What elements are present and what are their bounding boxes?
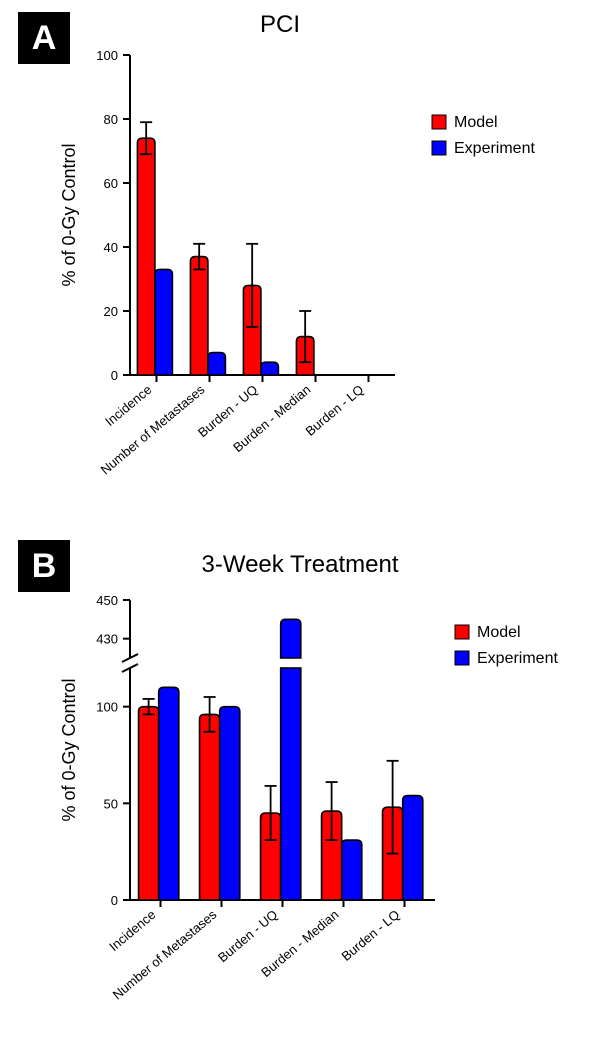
svg-text:Model: Model bbox=[477, 624, 521, 641]
figure-root: PCI 0 20 40 60 80 100 % of 0-Gy Control Incidenc… bbox=[0, 0, 602, 1050]
svg-text:3-Week Treatment: 3-Week Treatment bbox=[202, 551, 399, 578]
svg-text:Number of Metastases: Number of Metastases bbox=[98, 381, 208, 477]
svg-text:Experiment: Experiment bbox=[477, 650, 558, 667]
svg-text:50: 50 bbox=[104, 796, 118, 811]
svg-text:Burden - UQ: Burden - UQ bbox=[215, 907, 281, 965]
svg-text:% of 0-Gy Control: % of 0-Gy Control bbox=[59, 143, 79, 286]
svg-text:0: 0 bbox=[111, 368, 118, 383]
svg-text:Incidence: Incidence bbox=[106, 907, 158, 954]
svg-text:100: 100 bbox=[96, 48, 118, 63]
svg-text:450: 450 bbox=[96, 593, 118, 608]
svg-text:80: 80 bbox=[104, 112, 118, 127]
svg-text:20: 20 bbox=[104, 304, 118, 319]
panel-label-a: A bbox=[18, 12, 70, 64]
svg-text:Number of Metastases: Number of Metastases bbox=[110, 906, 220, 1002]
svg-text:% of 0-Gy Control: % of 0-Gy Control bbox=[59, 678, 79, 821]
svg-text:100: 100 bbox=[96, 700, 118, 715]
figure-svg: PCI 0 20 40 60 80 100 % of 0-Gy Control Incidenc… bbox=[0, 0, 602, 1050]
svg-text:40: 40 bbox=[104, 240, 118, 255]
svg-text:60: 60 bbox=[104, 176, 118, 191]
svg-text:Burden - LQ: Burden - LQ bbox=[339, 907, 403, 964]
svg-text:Experiment: Experiment bbox=[454, 140, 535, 157]
svg-text:PCI: PCI bbox=[260, 11, 300, 38]
panel-label-b: B bbox=[18, 540, 70, 592]
svg-text:Model: Model bbox=[454, 114, 498, 131]
svg-text:0: 0 bbox=[111, 893, 118, 908]
svg-text:430: 430 bbox=[96, 632, 118, 647]
svg-text:Burden - LQ: Burden - LQ bbox=[303, 382, 367, 439]
svg-text:Incidence: Incidence bbox=[102, 382, 154, 429]
